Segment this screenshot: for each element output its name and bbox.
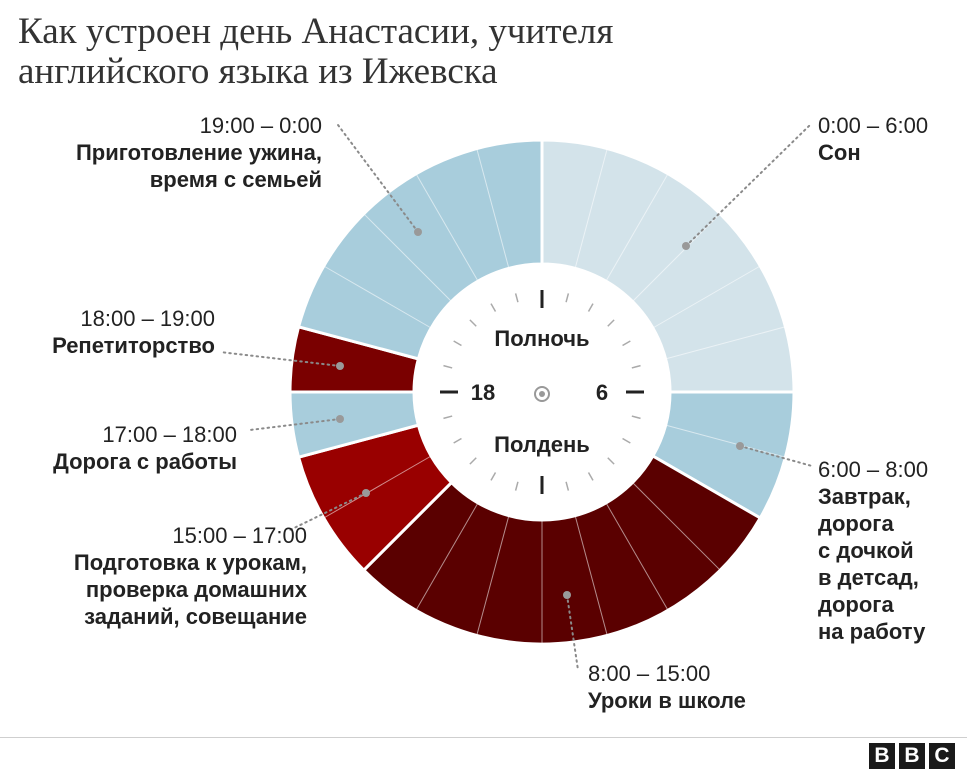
label-activity-line: на работу (818, 619, 926, 644)
minor-tick (469, 457, 477, 465)
label-activity-line: в детсад, (818, 565, 919, 590)
minor-tick (607, 457, 615, 465)
chart-title: Как устроен день Анастасии, учителя англ… (18, 12, 948, 92)
label-time: 18:00 – 19:00 (80, 306, 215, 331)
hour-divider (363, 213, 452, 302)
label-time: 15:00 – 17:00 (172, 523, 307, 548)
label-time: 6:00 – 8:00 (818, 457, 929, 482)
hour-divider (323, 265, 432, 329)
label-time: 17:00 – 18:00 (102, 422, 237, 447)
bbc-logo-letter: B (869, 743, 895, 769)
minor-tick (587, 303, 594, 312)
minor-tick (443, 364, 453, 369)
minor-tick (631, 415, 641, 420)
hour-divider (476, 148, 510, 269)
center-pin-ring (534, 386, 550, 402)
hour-divider (476, 515, 510, 636)
label-activity: Дорога с работы (53, 449, 237, 474)
hour-divider (632, 213, 721, 302)
minor-tick (443, 415, 453, 420)
title-line-1: Как устроен день Анастасии, учителя (18, 11, 614, 52)
label-segment-8-15: 8:00 – 15:00 Уроки в школе (588, 660, 848, 714)
hour-divider (323, 455, 432, 519)
leader-lines (219, 124, 813, 671)
label-activity-line: Приготовление ужина, (75, 140, 322, 165)
leader-line (566, 594, 579, 671)
leader-line (337, 124, 419, 233)
bbc-logo: B B C (869, 743, 955, 769)
minor-tick (514, 481, 519, 491)
minor-tick (490, 303, 497, 312)
leader-line (685, 124, 811, 247)
label-time: 19:00 – 0:00 (199, 113, 322, 138)
chart-segments (288, 138, 796, 646)
minor-tick (453, 340, 462, 347)
hour-divider (652, 265, 761, 329)
hour-divider (665, 424, 786, 458)
minor-tick (565, 293, 570, 303)
minor-tick (565, 481, 570, 491)
hour-divider (574, 148, 608, 269)
minor-tick (622, 437, 631, 444)
label-activity-line: с дочкой (818, 538, 914, 563)
label-activity-line: проверка домашних (85, 577, 307, 602)
center-label-midnight: Полночь (494, 326, 589, 351)
footer-divider (0, 737, 967, 738)
leader-dot (362, 489, 370, 497)
hour-divider (605, 173, 669, 282)
leader-line (739, 445, 813, 467)
hour-divider (632, 482, 721, 571)
hour-divider (665, 326, 786, 360)
leader-dot (336, 415, 344, 423)
hour-divider (415, 502, 479, 611)
label-activity: Сон (818, 140, 861, 165)
label-segment-18-19: 18:00 – 19:00 Репетиторство (5, 305, 215, 359)
leader-dot (736, 442, 744, 450)
clock-ticks (440, 290, 644, 494)
leader-line (219, 351, 341, 367)
label-segment-15-17: 15:00 – 17:00 Подготовка к урокам, прове… (7, 522, 307, 630)
leader-dot (414, 228, 422, 236)
label-time: 0:00 – 6:00 (818, 113, 929, 138)
bbc-logo-letter: B (899, 743, 925, 769)
label-activity-line: дорога (818, 511, 894, 536)
minor-tick (514, 293, 519, 303)
label-activity-line: заданий, совещание (84, 604, 307, 629)
leader-line (249, 418, 341, 431)
segment-19-24 (296, 138, 544, 361)
label-activity-line: Завтрак, (818, 484, 911, 509)
bbc-logo-letter: C (929, 743, 955, 769)
minor-tick (453, 437, 462, 444)
label-time: 8:00 – 15:00 (588, 661, 711, 686)
label-segment-0-6: 0:00 – 6:00 Сон (818, 112, 958, 166)
label-activity-line: Подготовка к урокам, (73, 550, 307, 575)
hour-divider (605, 502, 669, 611)
leader-dot (563, 591, 571, 599)
center-label-6: 6 (596, 380, 608, 405)
center-label-18: 18 (471, 380, 495, 405)
leader-dot (682, 242, 690, 250)
center-pin-dot (539, 391, 545, 397)
label-segment-6-8: 6:00 – 8:00 Завтрак, дорога с дочкой в д… (818, 456, 963, 645)
hour-divider (574, 515, 608, 636)
minor-tick (490, 472, 497, 481)
leader-dot (336, 362, 344, 370)
label-segment-19-24: 19:00 – 0:00 Приготовление ужина, время … (2, 112, 322, 193)
label-segment-17-18: 17:00 – 18:00 Дорога с работы (7, 421, 237, 475)
minor-tick (469, 319, 477, 327)
hour-divider (415, 173, 479, 282)
label-activity: Уроки в школе (588, 688, 746, 713)
label-activity-line: дорога (818, 592, 894, 617)
minor-tick (631, 364, 641, 369)
title-line-2: английского языка из Ижевска (18, 51, 498, 92)
minor-tick (607, 319, 615, 327)
label-activity: Репетиторство (52, 333, 215, 358)
center-label-noon: Полдень (494, 432, 590, 457)
minor-tick (622, 340, 631, 347)
minor-tick (587, 472, 594, 481)
label-activity-line: время с семьей (149, 167, 322, 192)
